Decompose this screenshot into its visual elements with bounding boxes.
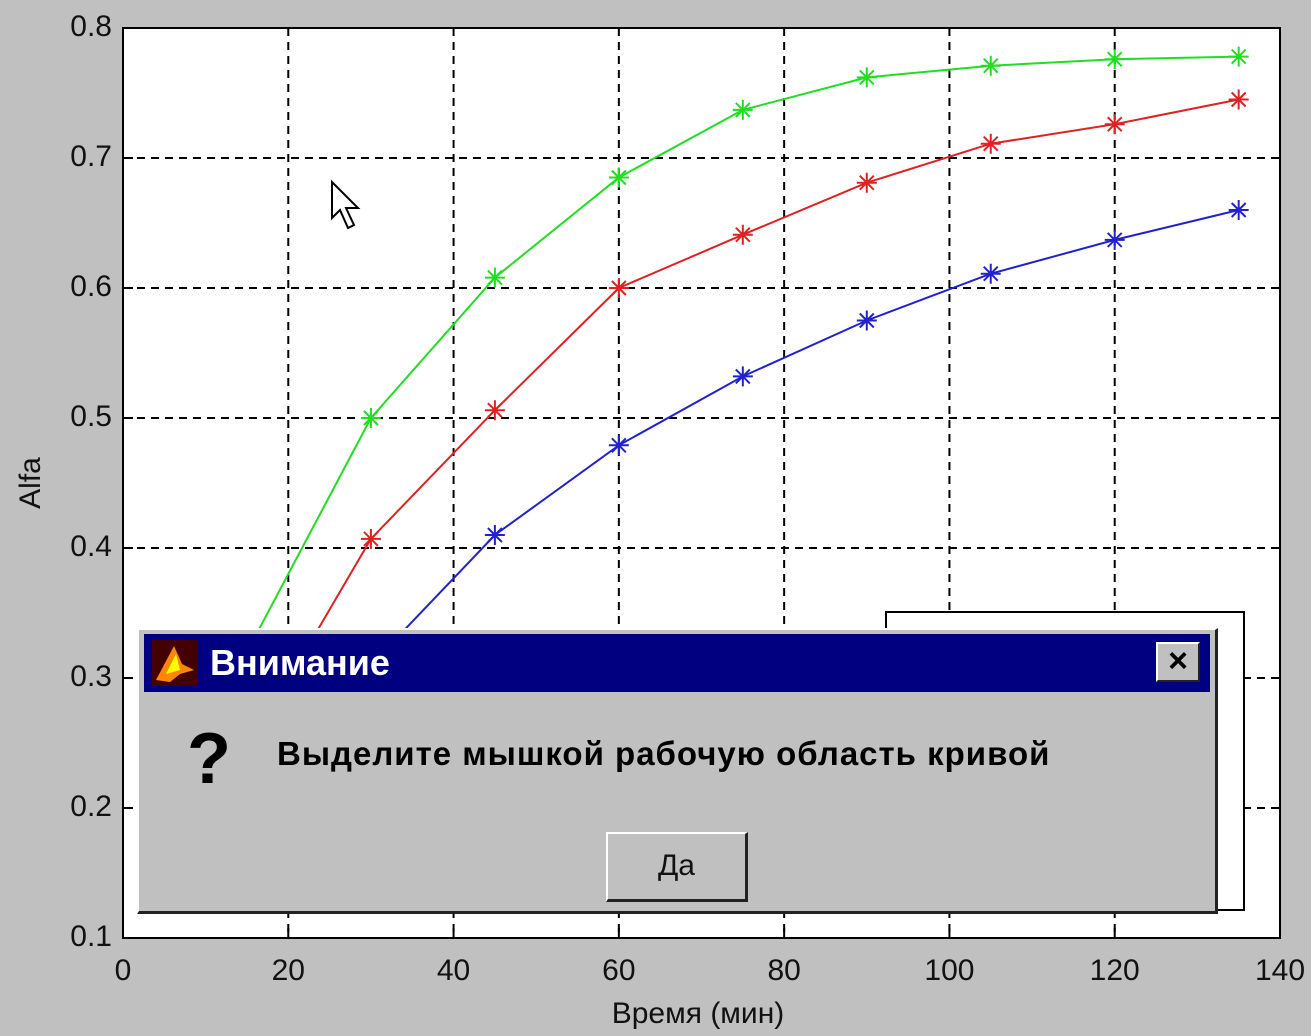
data-marker <box>485 400 505 420</box>
question-icon: ? <box>187 718 231 800</box>
y-tick-label: 0.4 <box>70 530 112 563</box>
x-tick-label: 20 <box>272 954 305 987</box>
data-marker <box>981 134 1001 154</box>
y-tick-label: 0.7 <box>70 140 112 173</box>
y-tick-label: 0.3 <box>70 660 112 693</box>
data-marker <box>733 100 753 120</box>
y-tick-label: 0.8 <box>70 10 112 43</box>
x-tick-label: 80 <box>767 954 800 987</box>
dialog: Внимание × ? Выделите мышкой рабочую обл… <box>137 628 1218 914</box>
y-tick-label: 0.1 <box>70 920 112 953</box>
data-marker <box>857 173 877 193</box>
data-marker <box>1229 200 1249 220</box>
x-tick-label: 0 <box>115 954 132 987</box>
x-tick-label: 140 <box>1255 954 1305 987</box>
x-tick-label: 60 <box>602 954 635 987</box>
app-icon <box>152 640 198 686</box>
x-tick-label: 120 <box>1090 954 1140 987</box>
data-marker <box>981 264 1001 284</box>
dialog-title: Внимание <box>210 642 390 684</box>
data-marker <box>1105 49 1125 69</box>
title-bar: Внимание × <box>144 634 1210 692</box>
dialog-message: Выделите мышкой рабочую область кривой <box>277 735 1050 773</box>
x-axis-label: Время (мин) <box>612 997 785 1030</box>
data-marker <box>485 525 505 545</box>
data-marker <box>1105 230 1125 250</box>
data-marker <box>609 435 629 455</box>
data-marker <box>609 168 629 188</box>
data-marker <box>361 408 381 428</box>
x-tick-label: 100 <box>924 954 974 987</box>
close-button[interactable]: × <box>1156 642 1200 682</box>
y-tick-label: 0.6 <box>70 270 112 303</box>
data-marker <box>733 366 753 386</box>
page: Время (мин) Alfa 0 20 40 60 80 100 120 140 0.1 0.… <box>0 0 1311 1036</box>
data-marker <box>981 56 1001 76</box>
ok-button[interactable]: Да <box>606 832 748 902</box>
data-marker <box>857 67 877 87</box>
data-marker <box>1229 47 1249 67</box>
data-marker <box>1105 114 1125 134</box>
data-marker <box>485 268 505 288</box>
data-marker <box>857 311 877 331</box>
data-marker <box>609 278 629 298</box>
y-tick-label: 0.2 <box>70 790 112 823</box>
data-marker <box>361 529 381 549</box>
x-tick-label: 40 <box>437 954 470 987</box>
data-marker <box>733 225 753 245</box>
y-tick-label: 0.5 <box>70 400 112 433</box>
data-marker <box>1229 90 1249 110</box>
y-axis-label: Alfa <box>14 457 47 509</box>
